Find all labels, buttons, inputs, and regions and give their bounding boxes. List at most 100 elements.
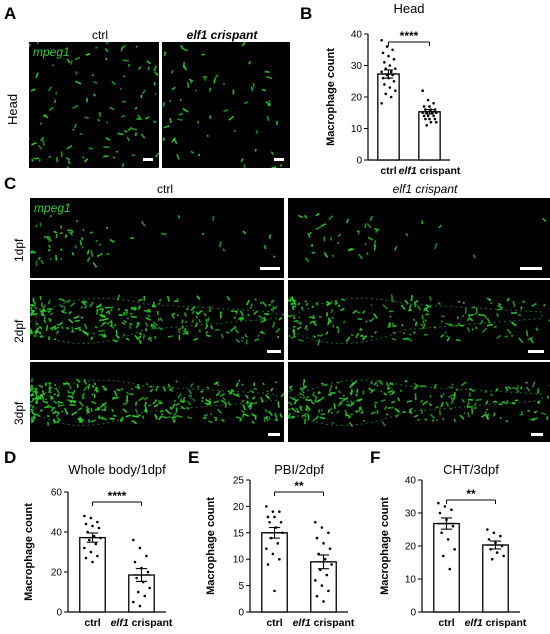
macrophage-signal [140, 94, 143, 99]
macrophage-signal [82, 330, 89, 335]
macrophage-signal [297, 338, 304, 342]
macrophage-signal [137, 305, 141, 310]
macrophage-signal [540, 411, 547, 416]
data-point [327, 589, 330, 593]
macrophage-signal [258, 314, 264, 320]
macrophage-signal [98, 333, 101, 336]
macrophage-signal [59, 305, 66, 308]
macrophage-signal [385, 413, 389, 416]
macrophage-signal [511, 312, 517, 314]
macrophage-signal [459, 414, 465, 420]
macrophage-signal [330, 384, 333, 387]
macrophage-signal [498, 302, 502, 306]
macrophage-signal [68, 231, 74, 237]
macrophage-signal [309, 398, 314, 404]
macrophage-signal [422, 320, 426, 327]
macrophage-signal [246, 401, 251, 405]
macrophage-signal [328, 386, 333, 393]
macrophage-signal [235, 338, 241, 344]
macrophage-signal [424, 319, 427, 322]
macrophage-signal [46, 415, 50, 418]
c-row-label-3dpf: 3dpf [12, 401, 26, 425]
macrophage-signal [504, 335, 508, 338]
macrophage-signal [531, 381, 536, 388]
macrophage-signal [366, 222, 372, 229]
macrophage-signal [336, 326, 340, 330]
macrophage-signal [446, 335, 449, 338]
macrophage-signal [114, 324, 117, 327]
macrophage-signal [356, 388, 359, 393]
macrophage-signal [167, 335, 173, 338]
macrophage-signal [301, 413, 306, 418]
macrophage-signal [117, 307, 121, 311]
panel-letter-e: E [188, 448, 200, 467]
macrophage-signal [261, 88, 267, 92]
macrophage-signal [61, 410, 64, 413]
macrophage-signal [48, 106, 54, 112]
macrophage-signal [43, 304, 47, 308]
macrophage-signal [123, 311, 126, 316]
macrophage-signal [232, 89, 235, 95]
macrophage-signal [291, 306, 295, 311]
significance-label: **** [108, 489, 127, 503]
macrophage-signal [136, 117, 142, 121]
macrophage-signal [143, 309, 149, 313]
macrophage-signal [543, 304, 546, 307]
data-point [428, 105, 431, 108]
data-point [446, 538, 450, 541]
macrophage-signal [52, 64, 54, 67]
macrophage-signal [527, 409, 530, 412]
macrophage-signal [195, 89, 197, 92]
macrophage-signal [45, 398, 48, 401]
data-point [133, 560, 137, 564]
y-tick-label: 0 [238, 608, 244, 619]
macrophage-signal [466, 406, 474, 409]
macrophage-signal [525, 330, 529, 337]
macrophage-signal [175, 402, 180, 406]
macrophage-signal [448, 386, 451, 389]
macrophage-signal [36, 42, 39, 44]
macrophage-signal [92, 80, 98, 84]
macrophage-signal [525, 381, 529, 384]
macrophage-signal [315, 226, 322, 231]
macrophage-signal [142, 334, 146, 340]
macrophage-signal [127, 63, 131, 68]
macrophage-signal [182, 64, 188, 71]
data-point [440, 531, 443, 535]
c-row-label-1dpf: 1dpf [12, 238, 26, 262]
macrophage-signal [311, 320, 317, 327]
macrophage-signal [48, 382, 52, 385]
data-point [92, 534, 96, 538]
macrophage-signal [367, 236, 374, 241]
macrophage-signal [397, 397, 401, 402]
macrophage-signal [254, 338, 260, 342]
macrophage-signal [30, 378, 34, 383]
data-point [426, 114, 430, 118]
macrophage-signal [192, 398, 196, 402]
macrophage-signal [481, 327, 488, 334]
macrophage-signal [98, 313, 104, 318]
macrophage-signal [312, 335, 317, 339]
macrophage-signal [279, 163, 283, 168]
macrophage-signal [65, 381, 68, 384]
macrophage-signal [402, 338, 409, 340]
macrophage-signal [65, 157, 71, 161]
data-point [422, 105, 426, 108]
macrophage-signal [68, 310, 72, 315]
macrophage-signal [393, 245, 398, 251]
macrophage-signal [429, 413, 436, 419]
data-point [91, 524, 94, 528]
macrophage-signal [158, 415, 163, 421]
macrophage-signal [412, 318, 416, 322]
macrophage-signal [311, 305, 314, 309]
macrophage-signal [213, 400, 220, 404]
macrophage-signal [546, 416, 549, 420]
macrophage-signal [401, 323, 404, 327]
macrophage-signal [190, 150, 194, 154]
macrophage-signal [45, 324, 49, 332]
macrophage-signal [70, 230, 74, 234]
data-point [383, 61, 386, 64]
macrophage-signal [408, 304, 412, 311]
macrophage-signal [251, 402, 258, 405]
macrophage-signal [188, 78, 194, 82]
